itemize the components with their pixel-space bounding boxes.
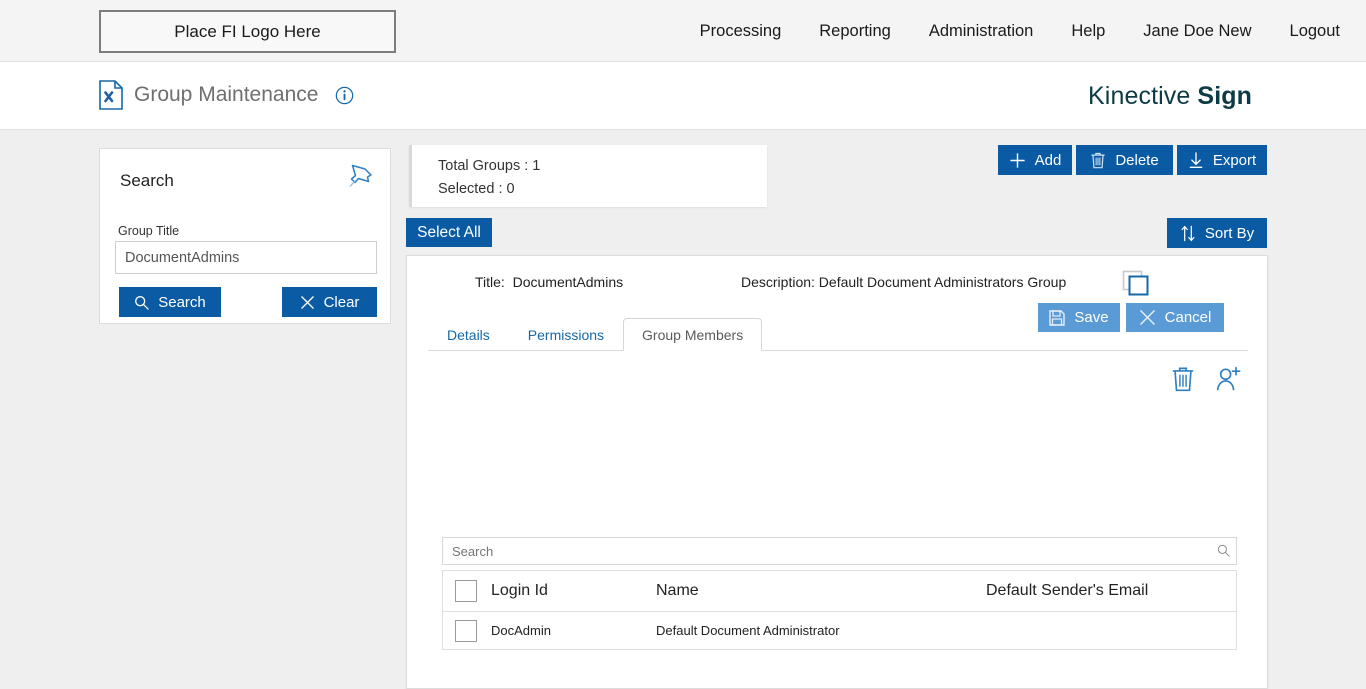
search-button-label: Search [158,293,206,311]
page-body: Search Group Title Search [0,131,1366,689]
x-icon [300,295,315,310]
record-title-value: DocumentAdmins [512,274,624,290]
column-header-name: Name [656,582,699,599]
member-table: Login Id Name Default Sender's Email Doc… [442,570,1237,650]
top-navigation-bar: Place FI Logo Here Processing Reporting … [0,0,1366,62]
record-tabs: Details Permissions Group Members [428,316,763,351]
search-panel: Search Group Title Search [99,148,391,324]
brand-logo: Kinective Sign [1088,82,1252,111]
download-arrow-icon [1188,151,1204,169]
tab-permissions-label: Permissions [527,326,605,343]
delete-button[interactable]: Delete [1076,145,1173,175]
sort-by-label: Sort By [1204,224,1255,242]
member-search-input[interactable] [442,537,1237,565]
tab-permissions[interactable]: Permissions [509,318,623,351]
tab-group-members-label: Group Members [642,326,744,343]
copy-icon[interactable] [1120,268,1152,300]
logo-placeholder-text: Place FI Logo Here [174,21,321,41]
nav-help[interactable]: Help [1071,21,1106,40]
cell-name: Default Document Administrator [656,623,840,638]
cell-login-id: DocAdmin [491,623,551,638]
column-header-login-id: Login Id [491,582,548,599]
select-all-button[interactable]: Select All [406,218,492,247]
page-title: Group Maintenance [134,83,319,106]
export-button[interactable]: Export [1177,145,1267,175]
cancel-button-label: Cancel [1164,309,1212,326]
search-button[interactable]: Search [119,287,221,317]
record-title: Title: DocumentAdmins [475,274,623,290]
total-groups-text: Total Groups : 1 [438,158,541,174]
brand-name-bold: Sign [1197,82,1252,110]
selected-count-text: Selected : 0 [438,181,515,197]
delete-member-icon[interactable] [1171,366,1195,397]
nav-logout[interactable]: Logout [1289,21,1340,40]
tab-group-members[interactable]: Group Members [623,318,763,351]
tab-underline [428,350,1248,351]
add-button[interactable]: Add [998,145,1072,175]
pin-icon[interactable] [346,162,374,190]
cancel-button[interactable]: Cancel [1126,303,1224,332]
record-title-label: Title: [475,274,505,290]
clear-button-label: Clear [323,293,360,311]
record-description: Description: Default Document Administra… [741,274,1067,290]
magnifier-icon [134,295,149,310]
sort-arrows-icon [1180,225,1196,242]
magnifier-icon[interactable] [1217,544,1230,557]
member-toolbar [1171,366,1241,397]
group-record-card: Title: DocumentAdmins Description: Defau… [406,255,1268,689]
nav-administration[interactable]: Administration [928,21,1034,40]
brand-name-light: Kinective [1088,82,1198,110]
totals-panel: Total Groups : 1 Selected : 0 [409,145,767,207]
column-header-email: Default Sender's Email [986,582,1149,599]
member-table-header-row: Login Id Name Default Sender's Email [443,570,1236,611]
nav-processing[interactable]: Processing [699,21,782,40]
nav-reporting[interactable]: Reporting [819,21,891,40]
page-title-bar: Group Maintenance Kinective Sign [0,62,1366,130]
plus-icon [1009,152,1026,169]
export-button-label: Export [1212,151,1257,169]
delete-button-label: Delete [1115,151,1159,169]
add-member-icon[interactable] [1215,366,1241,397]
clear-button[interactable]: Clear [282,287,377,317]
info-icon[interactable] [329,86,354,105]
save-button-label: Save [1074,309,1109,326]
table-row[interactable]: DocAdmin Default Document Administrator [443,611,1236,649]
x-icon [1139,309,1156,326]
floppy-disk-icon [1049,309,1066,326]
main-nav: Processing Reporting Administration Help… [700,0,1340,62]
tab-details-label: Details [447,326,490,343]
select-all-label: Select All [417,223,481,241]
document-x-icon [99,80,123,110]
save-button[interactable]: Save [1038,303,1120,332]
row-checkbox[interactable] [455,619,477,642]
group-title-label: Group Title [118,224,180,238]
sort-by-button[interactable]: Sort By [1167,218,1267,248]
group-title-input[interactable] [115,241,377,274]
logo-placeholder: Place FI Logo Here [99,10,396,53]
select-all-members-checkbox[interactable] [455,580,477,602]
page-title-group: Group Maintenance [99,80,354,110]
nav-user[interactable]: Jane Doe New [1143,21,1252,40]
add-button-label: Add [1034,151,1062,169]
trash-icon [1090,152,1106,169]
tab-details[interactable]: Details [428,318,509,351]
search-panel-heading: Search [120,171,174,190]
